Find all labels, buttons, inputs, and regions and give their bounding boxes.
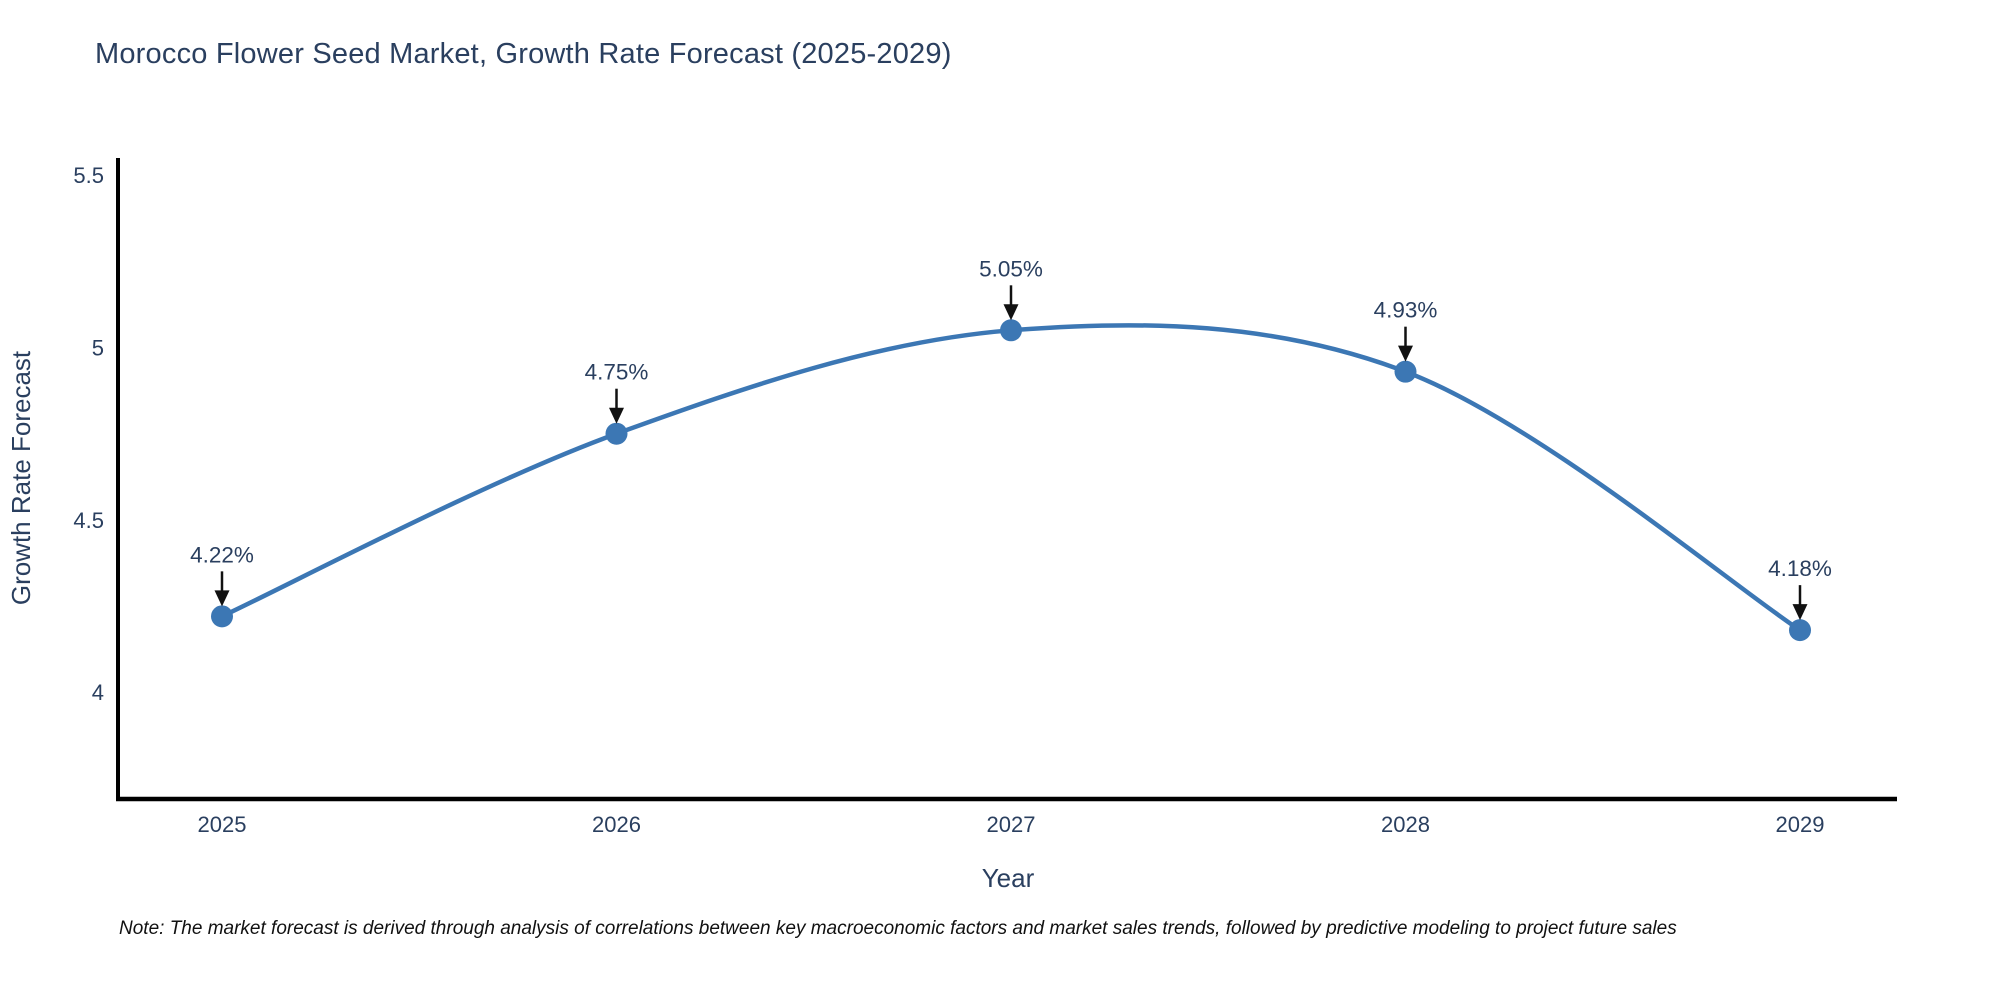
x-tick-label: 2029 [1776, 812, 1825, 837]
annotation-arrowhead-icon [214, 590, 230, 607]
footnote: Note: The market forecast is derived thr… [119, 918, 1677, 939]
y-tick-label: 5.5 [73, 163, 104, 188]
chart-title: Morocco Flower Seed Market, Growth Rate … [95, 38, 952, 70]
x-axis-title: Year [982, 863, 1035, 893]
x-tick-label: 2028 [1381, 812, 1430, 837]
data-point-marker [1789, 619, 1811, 642]
forecast-series [211, 319, 1811, 642]
data-point-label: 4.93% [1374, 298, 1438, 323]
y-tick-labels: 5.5 5 4.5 4 [73, 163, 104, 705]
data-point-label: 4.75% [585, 360, 649, 385]
x-tick-label: 2027 [987, 812, 1036, 837]
x-tick-label: 2025 [198, 812, 247, 837]
x-tick-labels: 2025 2026 2027 2028 2029 [198, 812, 1825, 837]
y-tick-label: 4.5 [73, 508, 104, 533]
annotation-arrowhead-icon [609, 407, 624, 424]
annotation-arrowhead-icon [1398, 345, 1413, 362]
annotation-arrowhead-icon [1792, 604, 1808, 621]
annotation-arrowhead-icon [1003, 304, 1019, 321]
data-point-marker [1394, 360, 1417, 383]
data-point-marker [1000, 319, 1022, 342]
x-tick-label: 2026 [592, 812, 641, 837]
y-tick-label: 5 [92, 336, 104, 361]
point-annotations: 4.22% 4.75% 5.05% 4.93% 4.18% [190, 256, 1832, 621]
y-axis-title: Growth Rate Forecast [6, 350, 36, 605]
data-point-label: 4.22% [190, 542, 254, 567]
forecast-line [219, 322, 1803, 633]
data-point-marker [211, 605, 233, 628]
y-tick-label: 4 [92, 680, 104, 705]
data-point-label: 4.18% [1768, 556, 1832, 581]
data-point-label: 5.05% [979, 256, 1043, 281]
data-point-marker [605, 422, 628, 445]
